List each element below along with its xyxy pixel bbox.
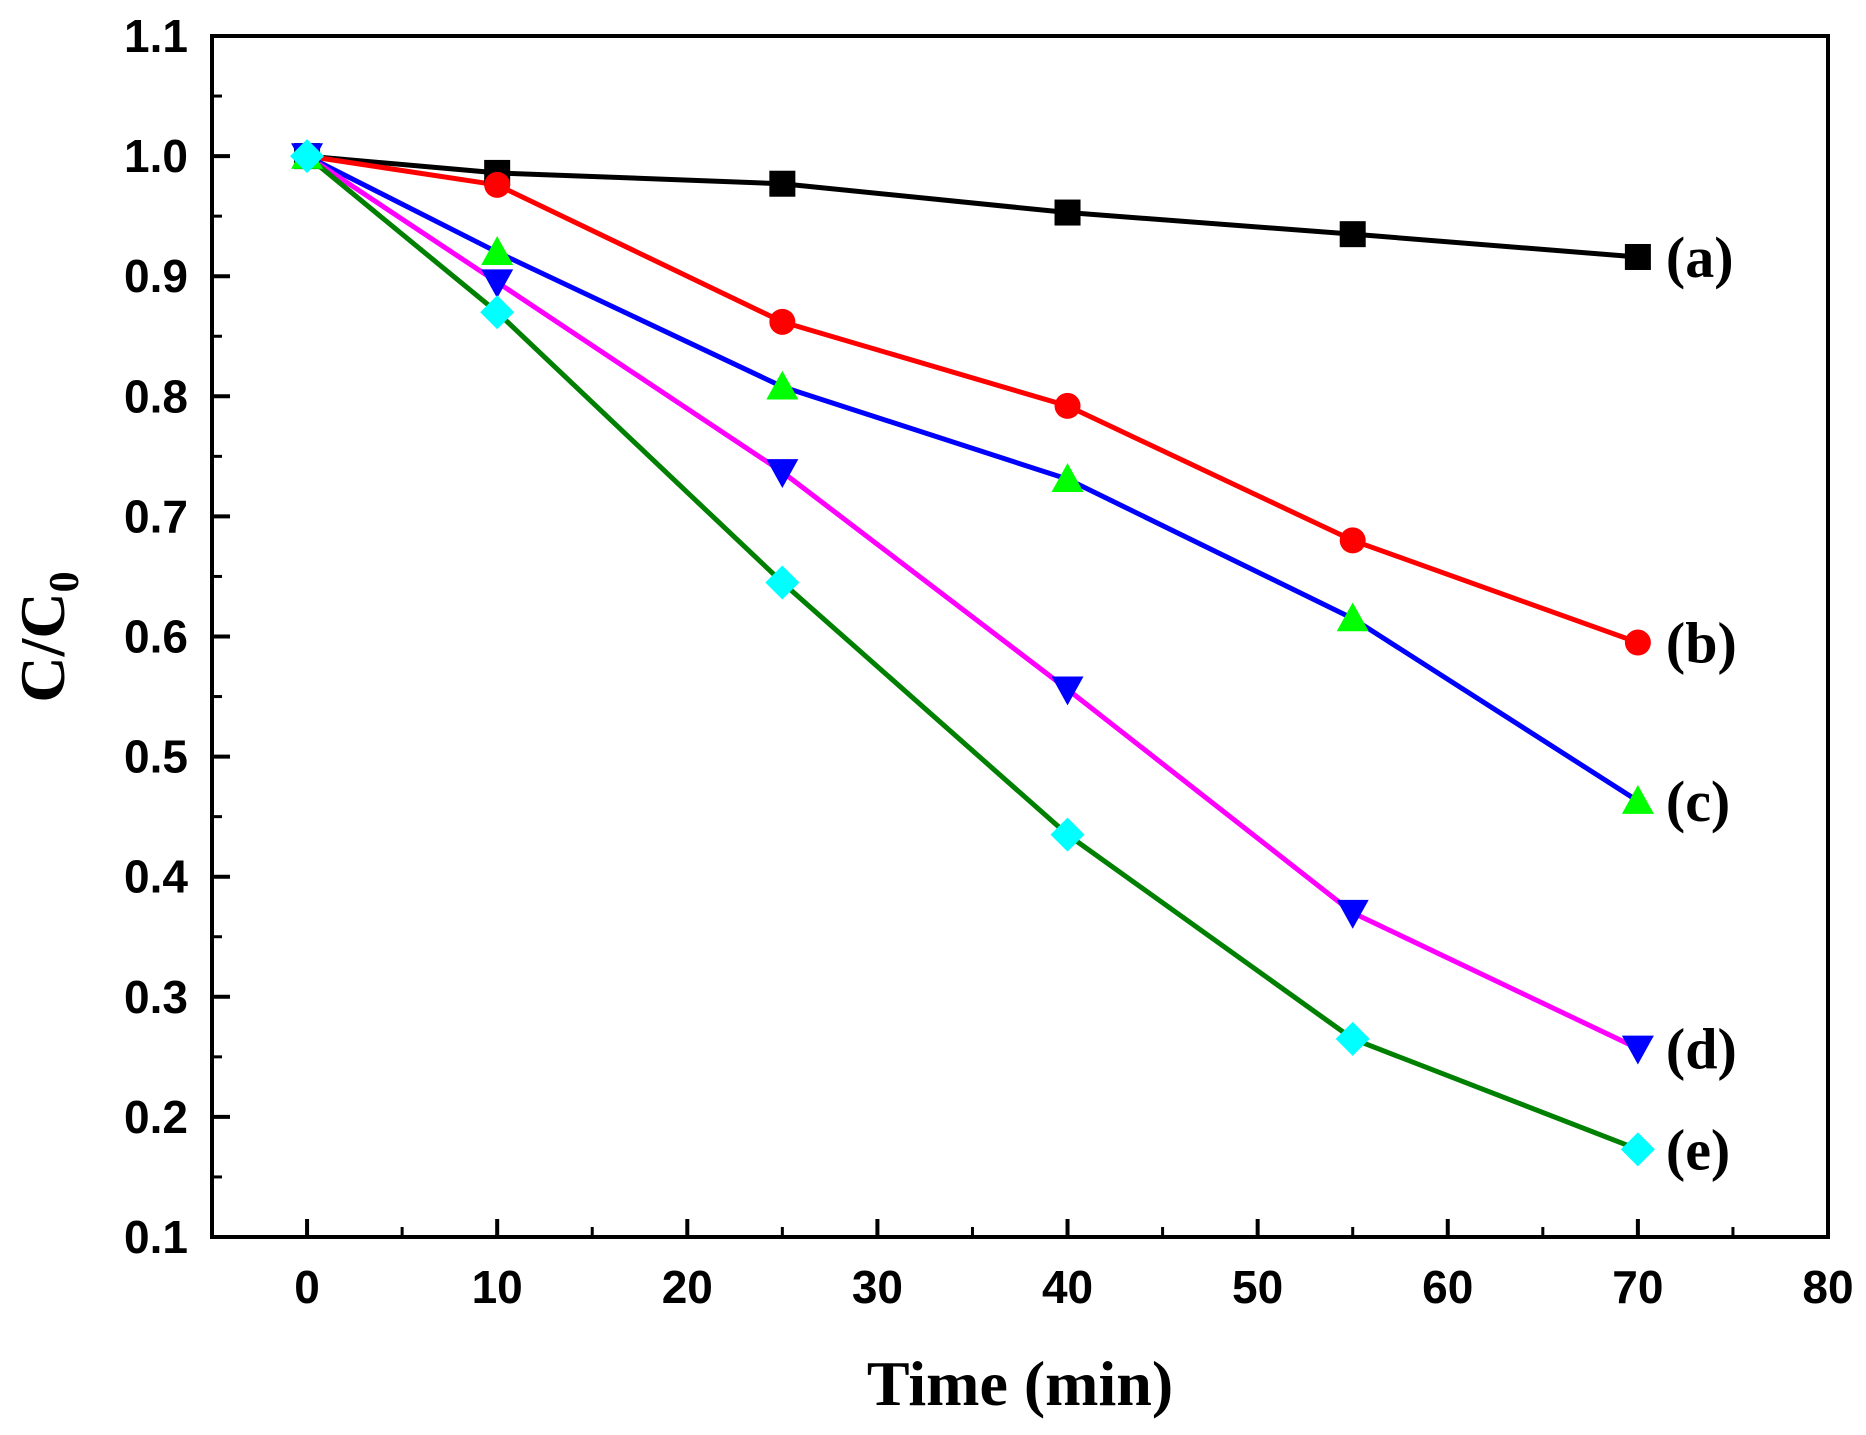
x-tick-label: 40 [1042,1261,1093,1313]
y-tick-label: 0.5 [124,731,188,783]
series-label: (d) [1666,1016,1737,1081]
y-axis-title: C/C0 [7,571,88,702]
data-point-circle [484,171,511,198]
series-labels: (a) (b) (c) (d) (e) [1666,225,1737,1182]
series-label: (b) [1666,611,1737,676]
data-point-diamond [1620,1132,1655,1167]
x-tick-label: 50 [1232,1261,1283,1313]
y-tick-label: 1.1 [124,10,188,62]
x-tick-label: 70 [1612,1261,1663,1313]
x-tick-label: 80 [1802,1261,1853,1313]
y-axis-title-main: C/C [7,592,78,702]
data-point-diamond [1335,1021,1370,1056]
data-point-triangle-up [1621,785,1654,814]
data-point-triangle-down [1336,899,1369,929]
data-point-triangle-up [766,370,799,400]
series-label: (a) [1666,225,1734,290]
series-line-1 [306,153,1639,260]
data-point-diamond [765,565,800,600]
y-tick-label: 0.3 [124,971,188,1023]
data-point-circle [1339,527,1366,554]
data-point-diamond [290,139,325,174]
y-tick-label: 0.8 [124,370,188,422]
y-tick-label: 0.2 [124,1091,188,1143]
data-point-triangle-down [1621,1035,1654,1065]
data-point-triangle-down [481,269,514,299]
series-lines [305,153,1640,1152]
data-point-square [1624,243,1651,270]
y-tick-label: 0.6 [124,611,188,663]
y-tick-label: 0.1 [124,1211,188,1263]
x-tick-label: 30 [852,1261,903,1313]
data-point-triangle-up [481,236,514,265]
y-tick-label: 0.4 [124,851,188,903]
data-point-circle [769,308,796,335]
series-label: (e) [1666,1117,1730,1182]
x-axis-title: Time (min) [867,1348,1173,1419]
y-tick-label: 0.9 [124,250,188,302]
data-point-diamond [1050,817,1085,852]
axis-ticks: 0 10 20 30 40 50 60 70 80 0.1 0.2 0.3 0.4 0.5 0.6 0.7 0.… [124,10,1854,1313]
data-point-square [1054,199,1081,226]
x-tick-label: 20 [662,1261,713,1313]
data-point-triangle-down [1051,676,1084,706]
series-line-2 [306,153,1639,645]
data-point-square [769,170,796,197]
data-point-triangle-up [1051,463,1084,492]
plot-frame [210,34,1830,1239]
x-tick-label: 10 [472,1261,523,1313]
data-point-square [1339,221,1366,248]
data-point-triangle-down [766,459,799,488]
y-axis-title-subscript: 0 [42,571,88,592]
x-tick-label: 0 [294,1261,320,1313]
series-line-3 [305,153,1640,804]
data-point-circle [1624,629,1651,656]
y-tick-label: 1.0 [124,130,188,182]
series-line-4 [305,154,1639,1051]
data-point-diamond [480,295,515,330]
series-markers [290,139,1655,1167]
series-line-5 [305,154,1639,1152]
x-tick-label: 60 [1422,1261,1473,1313]
series-label: (c) [1666,769,1730,834]
data-point-triangle-up [1336,602,1369,632]
data-point-circle [1054,392,1081,419]
y-tick-label: 0.7 [124,490,188,542]
